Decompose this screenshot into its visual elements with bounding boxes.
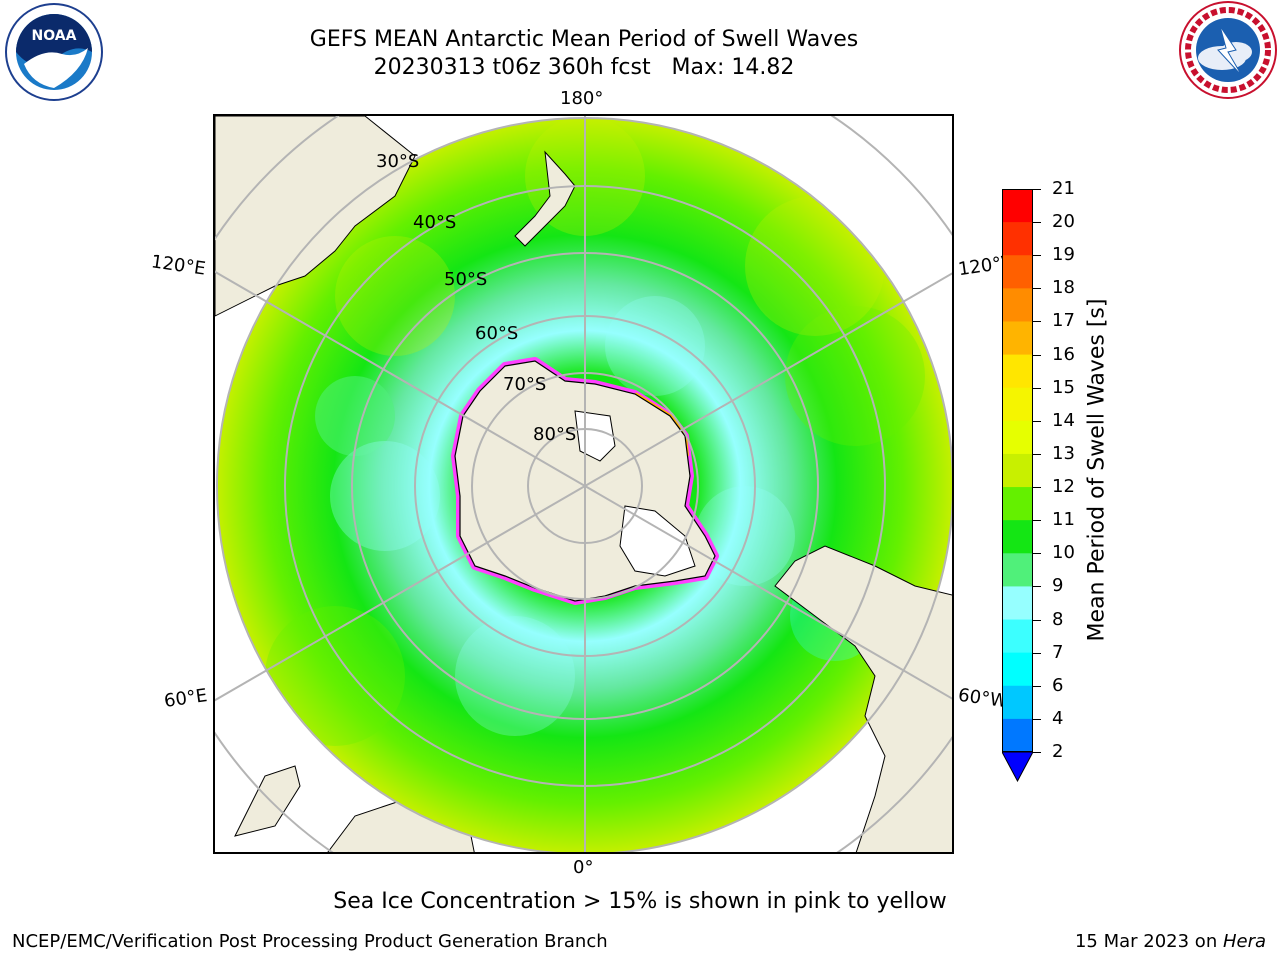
map-svg xyxy=(215,116,952,852)
colorbar-segment xyxy=(1002,487,1033,521)
colorbar-segment xyxy=(1002,453,1033,488)
new-zealand-land xyxy=(514,150,576,247)
colorbar-tick-label: 9 xyxy=(1052,575,1064,597)
colorbar-tick xyxy=(1033,553,1041,555)
colorbar-segment xyxy=(1002,321,1033,356)
colorbar-tick xyxy=(1033,652,1041,654)
credit-date: 15 Mar 2023 on xyxy=(1074,931,1223,952)
lon-label-120e: 120°E xyxy=(149,251,207,280)
nws-logo xyxy=(1179,1,1277,99)
lat-label-50s: 50°S xyxy=(444,269,488,290)
colorbar-tick xyxy=(1033,718,1041,720)
colorbar-tick-label: 8 xyxy=(1052,608,1064,630)
madagascar-land xyxy=(234,765,301,837)
colorbar-segment xyxy=(1002,619,1033,654)
colorbar-tick-label: 10 xyxy=(1052,542,1075,564)
colorbar-tick xyxy=(1033,222,1041,224)
noaa-logo: NOAA xyxy=(5,3,103,101)
svg-text:NOAA: NOAA xyxy=(32,28,77,44)
colorbar-tick xyxy=(1033,520,1041,522)
lat-label-60s: 60°S xyxy=(475,323,519,344)
colorbar-tick xyxy=(1033,453,1041,455)
colorbar-segment xyxy=(1002,288,1033,322)
colorbar-under-arrow xyxy=(1002,751,1033,782)
lon-label-180: 180° xyxy=(560,88,604,109)
colorbar-tick-label: 12 xyxy=(1052,476,1075,498)
weddell-ice-shelf xyxy=(619,505,696,577)
lat-label-40s: 40°S xyxy=(413,212,457,233)
lat-label-80s: 80°S xyxy=(533,424,577,445)
colorbar-tick xyxy=(1033,189,1041,190)
chart-subtitle: 20230313 t06z 360h fcst Max: 14.82 xyxy=(373,55,795,80)
colorbar-tick xyxy=(1033,354,1041,356)
colorbar-tick-label: 11 xyxy=(1052,509,1075,531)
longitude-lines xyxy=(215,116,952,852)
colorbar-segment xyxy=(1002,685,1033,720)
colorbar-tick-label: 15 xyxy=(1052,376,1075,398)
colorbar-tick-label: 19 xyxy=(1052,244,1075,266)
credit-right: 15 Mar 2023 on Hera xyxy=(1075,931,1266,952)
lon-label-0: 0° xyxy=(573,857,594,878)
colorbar-tick xyxy=(1033,487,1041,489)
credit-host: Hera xyxy=(1222,931,1266,952)
colorbar-tick-label: 7 xyxy=(1052,641,1064,663)
colorbar-tick xyxy=(1033,420,1041,422)
colorbar-segment xyxy=(1002,520,1033,554)
colorbar-tick-label: 17 xyxy=(1052,310,1075,332)
colorbar-tick xyxy=(1033,255,1041,257)
colorbar-tick xyxy=(1033,752,1041,753)
sea-ice-note: Sea Ice Concentration > 15% is shown in … xyxy=(333,889,947,914)
colorbar-tick-label: 2 xyxy=(1052,741,1064,762)
colorbar-tick-label: 13 xyxy=(1052,442,1075,464)
colorbar-tick xyxy=(1033,619,1041,621)
lon-label-60e: 60°E xyxy=(162,685,209,712)
colorbar xyxy=(1002,189,1033,782)
colorbar-tick-label: 20 xyxy=(1052,211,1075,233)
colorbar-segment xyxy=(1002,354,1033,389)
colorbar-segment xyxy=(1002,553,1033,587)
colorbar-tick-label: 14 xyxy=(1052,409,1075,431)
colorbar-tick-label: 6 xyxy=(1052,674,1064,696)
colorbar-tick xyxy=(1033,321,1041,323)
colorbar-label: Mean Period of Swell Waves [s] xyxy=(1084,298,1110,642)
colorbar-tick-label: 18 xyxy=(1052,277,1075,299)
lat-label-30s: 30°S xyxy=(376,151,420,172)
colorbar-segment xyxy=(1002,420,1033,455)
polar-map xyxy=(213,114,954,854)
lat-label-70s: 70°S xyxy=(503,374,547,395)
colorbar-segment xyxy=(1002,718,1033,753)
colorbar-segment xyxy=(1002,255,1033,289)
colorbar-tick xyxy=(1033,685,1041,687)
colorbar-segment xyxy=(1002,387,1033,422)
colorbar-segment xyxy=(1002,222,1033,256)
colorbar-tick xyxy=(1033,586,1041,588)
colorbar-tick-label: 16 xyxy=(1052,343,1075,365)
colorbar-segment xyxy=(1002,189,1033,223)
colorbar-tick-label: 21 xyxy=(1052,178,1075,199)
colorbar-tick xyxy=(1033,387,1041,389)
colorbar-segment xyxy=(1002,652,1033,687)
colorbar-tick-label: 4 xyxy=(1052,707,1064,729)
credit-left: NCEP/EMC/Verification Post Processing Pr… xyxy=(12,931,608,952)
chart-title: GEFS MEAN Antarctic Mean Period of Swell… xyxy=(309,27,859,52)
colorbar-segment xyxy=(1002,586,1033,621)
colorbar-tick xyxy=(1033,288,1041,290)
